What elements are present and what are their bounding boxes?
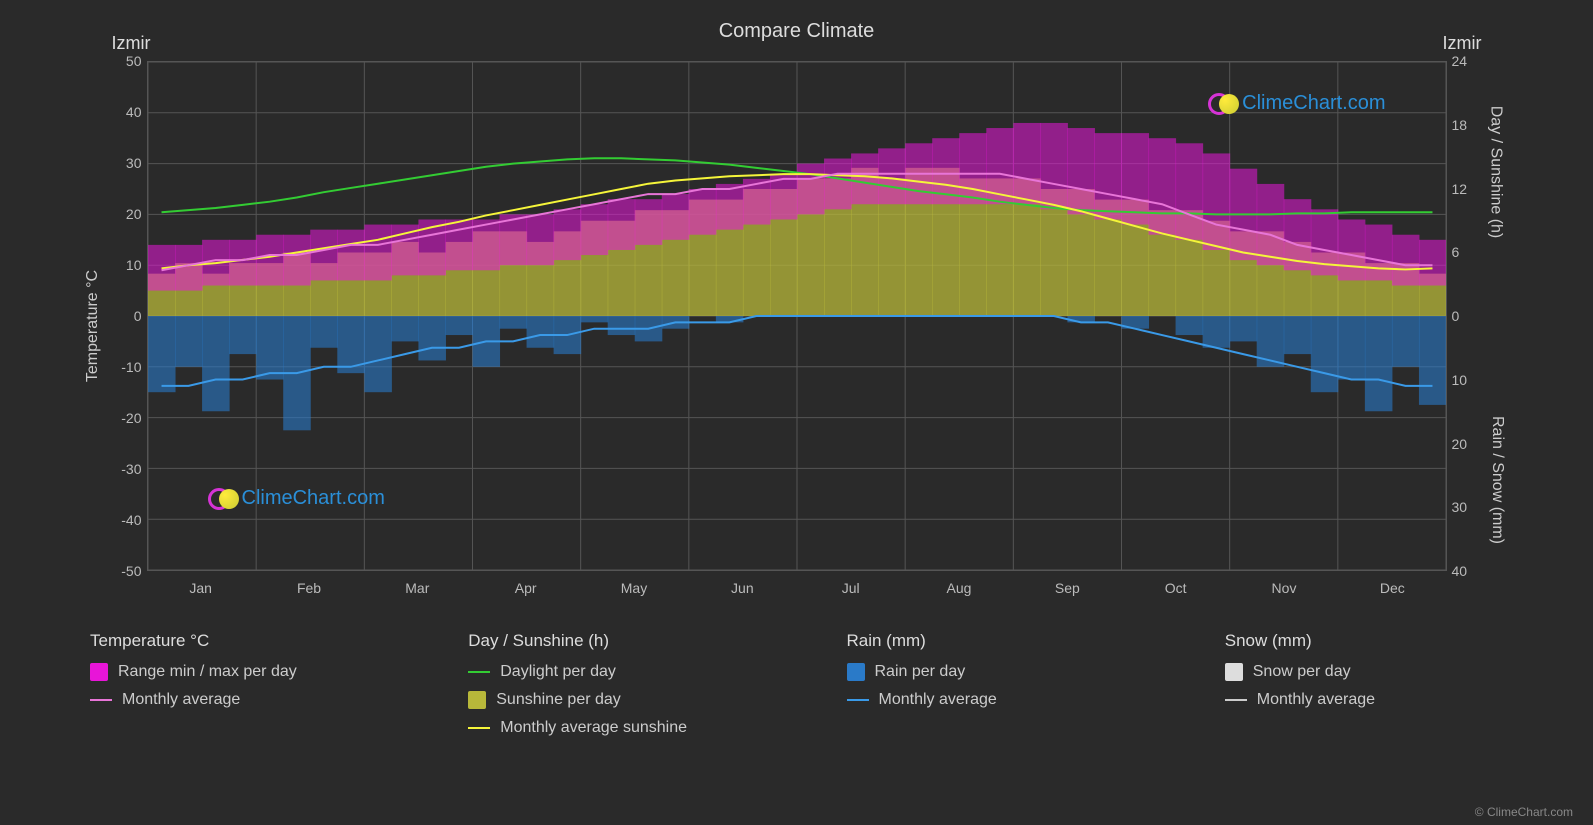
legend-line-icon	[90, 699, 112, 701]
month-tick-label: Jun	[731, 580, 754, 596]
temp-tick-label: -50	[107, 563, 142, 579]
month-tick-label: Dec	[1380, 580, 1405, 596]
temp-tick-label: 20	[107, 206, 142, 222]
legend-line-icon	[468, 671, 490, 673]
month-tick-label: Jan	[189, 580, 212, 596]
watermark-top: ClimeChart.com	[1208, 92, 1385, 115]
month-tick-label: Apr	[515, 580, 537, 596]
legend-label: Snow per day	[1253, 663, 1351, 681]
month-tick-label: Jul	[842, 580, 860, 596]
plot-area: ClimeChart.com ClimeChart.com	[147, 61, 1447, 571]
month-tick-label: Mar	[405, 580, 429, 596]
city-label-left: Izmir	[112, 33, 151, 54]
logo-icon	[208, 488, 230, 510]
legend-item: Monthly average sunshine	[468, 719, 746, 737]
legend-swatch-icon	[1225, 663, 1243, 681]
temp-tick-label: 50	[107, 53, 142, 69]
daysun-tick-label: 12	[1452, 181, 1487, 197]
legend-item: Monthly average	[847, 691, 1125, 709]
legend-item: Sunshine per day	[468, 691, 746, 709]
city-label-right: Izmir	[1443, 33, 1482, 54]
legend-item: Snow per day	[1225, 663, 1503, 681]
copyright: © ClimeChart.com	[1475, 805, 1573, 819]
daysun-tick-label: 18	[1452, 117, 1487, 133]
legend-label: Sunshine per day	[496, 691, 621, 709]
month-tick-label: Oct	[1165, 580, 1187, 596]
month-tick-label: Sep	[1055, 580, 1080, 596]
daysun-tick-label: 6	[1452, 244, 1487, 260]
legend-header: Day / Sunshine (h)	[468, 631, 746, 651]
yaxis-left-label: Temperature °C	[84, 270, 102, 382]
yaxis-right-top-label: Day / Sunshine (h)	[1486, 106, 1504, 239]
temp-tick-label: -10	[107, 359, 142, 375]
rain-tick-label: 10	[1452, 372, 1487, 388]
legend-header: Snow (mm)	[1225, 631, 1503, 651]
legend-label: Monthly average	[122, 691, 240, 709]
month-tick-label: Aug	[947, 580, 972, 596]
watermark-text: ClimeChart.com	[242, 487, 385, 510]
legend-header: Rain (mm)	[847, 631, 1125, 651]
legend-label: Monthly average	[879, 691, 997, 709]
legend-label: Daylight per day	[500, 663, 616, 681]
legend-header: Temperature °C	[90, 631, 368, 651]
rain-tick-label: 20	[1452, 436, 1487, 452]
month-tick-label: May	[621, 580, 647, 596]
legend-item: Monthly average	[90, 691, 368, 709]
legend-line-icon	[847, 699, 869, 701]
daysun-tick-label: 24	[1452, 53, 1487, 69]
legend-group: Snow (mm) Snow per day Monthly average	[1225, 631, 1503, 747]
legend-swatch-icon	[847, 663, 865, 681]
temp-tick-label: 10	[107, 257, 142, 273]
legend-swatch-icon	[468, 691, 486, 709]
temp-tick-label: 30	[107, 155, 142, 171]
yaxis-right-bottom-label: Rain / Snow (mm)	[1488, 416, 1506, 544]
rain-tick-label: 40	[1452, 563, 1487, 579]
rain-tick-label: 30	[1452, 499, 1487, 515]
chart-area: Izmir Izmir Temperature °C Day / Sunshin…	[107, 51, 1487, 601]
month-tick-label: Feb	[297, 580, 321, 596]
month-tick-label: Nov	[1272, 580, 1297, 596]
chart-container: Compare Climate Izmir Izmir Temperature …	[0, 0, 1593, 825]
chart-title: Compare Climate	[40, 20, 1553, 43]
logo-icon	[1208, 93, 1230, 115]
legend-item: Daylight per day	[468, 663, 746, 681]
temp-tick-label: -30	[107, 461, 142, 477]
legend-label: Monthly average sunshine	[500, 719, 687, 737]
legend-label: Range min / max per day	[118, 663, 297, 681]
legend-group: Day / Sunshine (h) Daylight per day Sunshi…	[468, 631, 746, 747]
legend-label: Monthly average	[1257, 691, 1375, 709]
temp-tick-label: 40	[107, 104, 142, 120]
watermark-bottom: ClimeChart.com	[208, 487, 385, 510]
daysun-tick-label: 0	[1452, 308, 1487, 324]
legend-group: Temperature °C Range min / max per day Mon…	[90, 631, 368, 747]
temp-tick-label: -20	[107, 410, 142, 426]
legend-group: Rain (mm) Rain per day Monthly average	[847, 631, 1125, 747]
legend-line-icon	[468, 727, 490, 729]
legend: Temperature °C Range min / max per day Mon…	[90, 631, 1503, 747]
legend-line-icon	[1225, 699, 1247, 701]
legend-swatch-icon	[90, 663, 108, 681]
watermark-text: ClimeChart.com	[1242, 92, 1385, 115]
temp-tick-label: -40	[107, 512, 142, 528]
legend-item: Rain per day	[847, 663, 1125, 681]
legend-item: Range min / max per day	[90, 663, 368, 681]
legend-label: Rain per day	[875, 663, 966, 681]
legend-item: Monthly average	[1225, 691, 1503, 709]
temp-tick-label: 0	[107, 308, 142, 324]
